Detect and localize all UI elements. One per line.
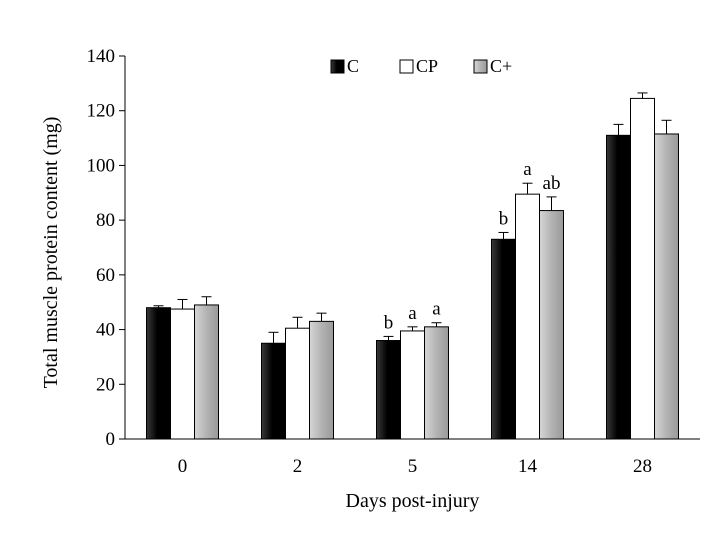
y-tick-label: 100 xyxy=(87,155,116,176)
bar-CP-5 xyxy=(400,330,425,440)
bar-C+-28 xyxy=(654,133,679,440)
error-bars-layer xyxy=(153,92,672,344)
y-tick-label: 120 xyxy=(87,101,116,122)
y-tick-label: 40 xyxy=(96,320,115,341)
bar-C-2 xyxy=(261,342,286,440)
significance-label: a xyxy=(432,299,441,320)
x-tick-label: 2 xyxy=(293,456,303,477)
significance-label: ab xyxy=(543,173,561,194)
legend-label-C: C xyxy=(347,56,359,76)
bar-C+-5 xyxy=(424,326,449,440)
legend-swatch-CP xyxy=(399,59,414,74)
axes-layer: 0 20 40 60 80 100 120 140 0 2 5 14 28 Days post-injur… xyxy=(40,46,700,512)
bar-CP-14 xyxy=(515,193,540,440)
y-tick-label: 0 xyxy=(106,429,116,450)
y-tick-label: 20 xyxy=(96,374,115,395)
x-axis-label: Days post-injury xyxy=(346,490,480,512)
significance-label: a xyxy=(523,159,532,180)
y-tick-label: 80 xyxy=(96,210,115,231)
significance-label: b xyxy=(499,208,509,229)
x-tick-label: 0 xyxy=(178,456,188,477)
bar-C+-2 xyxy=(309,320,334,440)
bars-layer xyxy=(146,97,679,440)
bar-C-28 xyxy=(606,134,631,440)
legend-swatch-C xyxy=(330,59,345,74)
bar-C+-14 xyxy=(539,210,564,440)
legend: C CP C+ xyxy=(330,56,512,76)
y-tick-label: 140 xyxy=(87,46,116,67)
x-tick-label: 14 xyxy=(518,456,538,477)
bar-C-5 xyxy=(376,340,401,440)
y-tick-label: 60 xyxy=(96,265,115,286)
bar-CP-28 xyxy=(630,97,655,440)
legend-label-CP: CP xyxy=(416,56,438,76)
bar-CP-2 xyxy=(285,327,310,440)
legend-swatch-C+ xyxy=(473,59,488,74)
y-axis-label: Total muscle protein content (mg) xyxy=(40,117,62,389)
significance-label: b xyxy=(384,312,394,333)
bar-C-14 xyxy=(491,238,516,440)
bar-C-0 xyxy=(146,307,171,440)
legend-label-C+: C+ xyxy=(490,56,512,76)
significance-label: a xyxy=(408,303,417,324)
bar-CP-0 xyxy=(170,308,195,440)
bar-C+-0 xyxy=(194,304,219,440)
x-tick-label: 5 xyxy=(408,456,418,477)
x-tick-label: 28 xyxy=(633,456,652,477)
